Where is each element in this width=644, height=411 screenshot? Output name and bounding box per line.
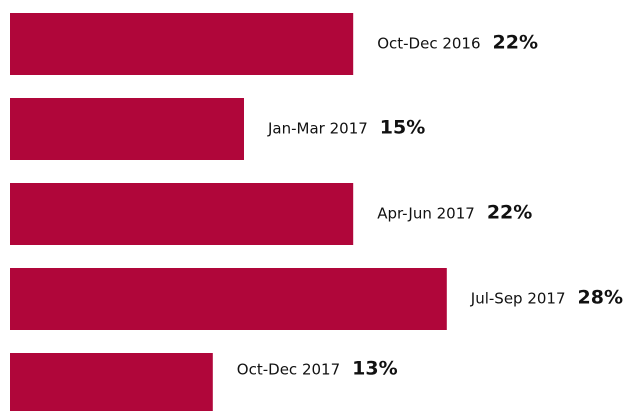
category-label: Oct-Dec 2016 bbox=[377, 35, 480, 53]
bar bbox=[10, 183, 354, 245]
category-label: Jul-Sep 2017 bbox=[470, 290, 566, 308]
value-label: 15% bbox=[380, 117, 425, 139]
category-label: Apr-Jun 2017 bbox=[377, 205, 475, 223]
bar bbox=[10, 98, 244, 160]
bar bbox=[10, 268, 447, 330]
bar bbox=[10, 353, 213, 411]
value-label: 28% bbox=[578, 287, 623, 309]
value-label: 22% bbox=[487, 202, 532, 224]
bar bbox=[10, 13, 354, 75]
value-label: 13% bbox=[352, 358, 397, 380]
category-label: Oct-Dec 2017 bbox=[237, 361, 340, 379]
category-label: Jan-Mar 2017 bbox=[267, 120, 368, 138]
value-label: 22% bbox=[493, 32, 538, 54]
